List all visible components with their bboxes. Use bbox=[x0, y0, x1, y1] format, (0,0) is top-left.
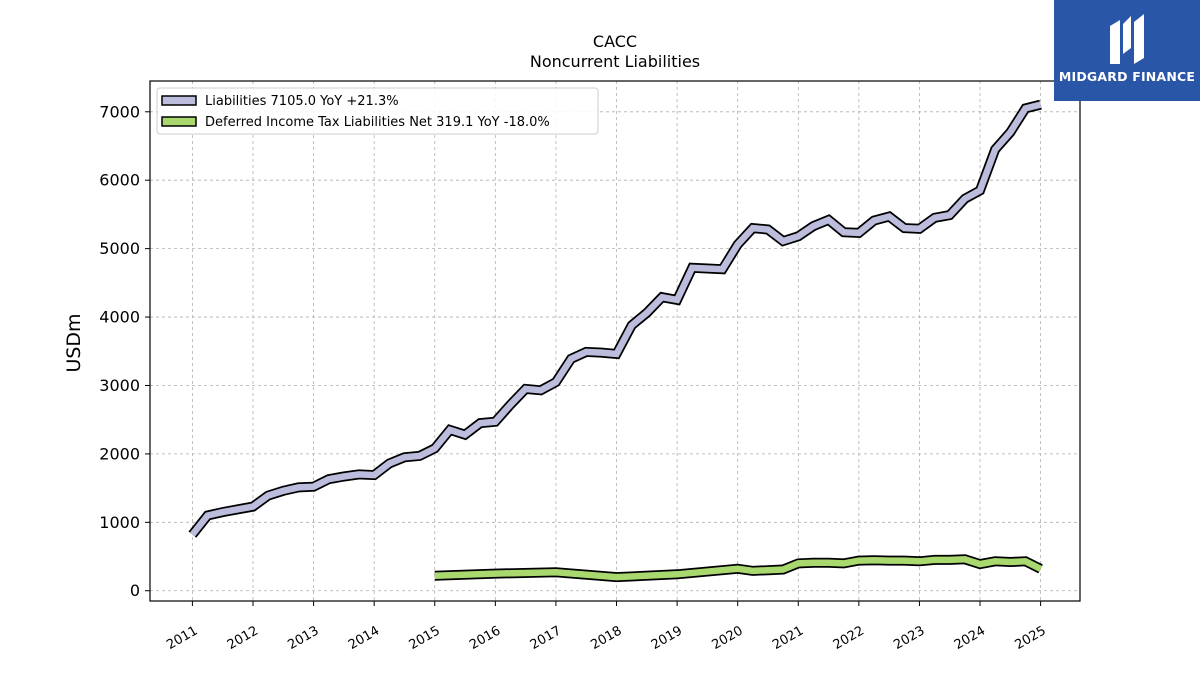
chart-title: CACC bbox=[593, 32, 637, 51]
x-tick-label: 2016 bbox=[467, 623, 503, 653]
y-tick-label: 1000 bbox=[99, 513, 140, 532]
x-tick-label: 2014 bbox=[346, 623, 382, 653]
y-tick-label: 3000 bbox=[99, 376, 140, 395]
legend-label: Deferred Income Tax Liabilities Net 319.… bbox=[205, 115, 550, 130]
y-tick-label: 4000 bbox=[99, 308, 140, 327]
y-tick-label: 6000 bbox=[99, 171, 140, 190]
x-tick-label: 2022 bbox=[831, 623, 867, 653]
y-tick-label: 5000 bbox=[99, 239, 140, 258]
x-tick-label: 2011 bbox=[164, 623, 200, 653]
plot-frame bbox=[149, 80, 1081, 602]
x-tick-label: 2023 bbox=[891, 623, 927, 653]
x-tick-label: 2012 bbox=[225, 623, 261, 653]
series-1 bbox=[188, 99, 1042, 538]
x-tick-label: 2018 bbox=[588, 623, 624, 653]
x-tick-label: 2015 bbox=[407, 623, 443, 653]
y-tick-label: 0 bbox=[130, 581, 140, 600]
brand-mark-icon bbox=[1110, 14, 1144, 64]
brand-logo: MIDGARD FINANCE bbox=[1054, 0, 1200, 101]
x-tick-label: 2025 bbox=[1012, 623, 1048, 653]
series-line-outline bbox=[188, 99, 1042, 538]
brand-name: MIDGARD FINANCE bbox=[1058, 69, 1196, 84]
series-layer bbox=[188, 99, 1043, 583]
series-line bbox=[434, 556, 1043, 581]
legend-swatch bbox=[161, 116, 197, 127]
y-axis-label: USDm bbox=[63, 313, 85, 372]
x-tick-label: 2019 bbox=[649, 623, 685, 653]
legend-swatch bbox=[161, 95, 197, 106]
x-tick-label: 2020 bbox=[710, 623, 746, 653]
grid bbox=[150, 81, 1080, 601]
legend: Liabilities 7105.0 YoY +21.3% Deferred In… bbox=[156, 87, 599, 135]
y-tick-label: 7000 bbox=[99, 102, 140, 121]
series-line bbox=[189, 101, 1042, 537]
x-tick-label: 2021 bbox=[770, 623, 806, 653]
x-tick-label: 2017 bbox=[528, 623, 564, 653]
y-tick-label: 2000 bbox=[99, 444, 140, 463]
legend-box bbox=[156, 87, 599, 135]
chart-subtitle: Noncurrent Liabilities bbox=[530, 52, 700, 71]
series-2 bbox=[434, 554, 1043, 583]
legend-label: Liabilities 7105.0 YoY +21.3% bbox=[205, 94, 399, 109]
x-tick-label: 2024 bbox=[952, 623, 988, 653]
x-tick-label: 2013 bbox=[285, 623, 321, 653]
